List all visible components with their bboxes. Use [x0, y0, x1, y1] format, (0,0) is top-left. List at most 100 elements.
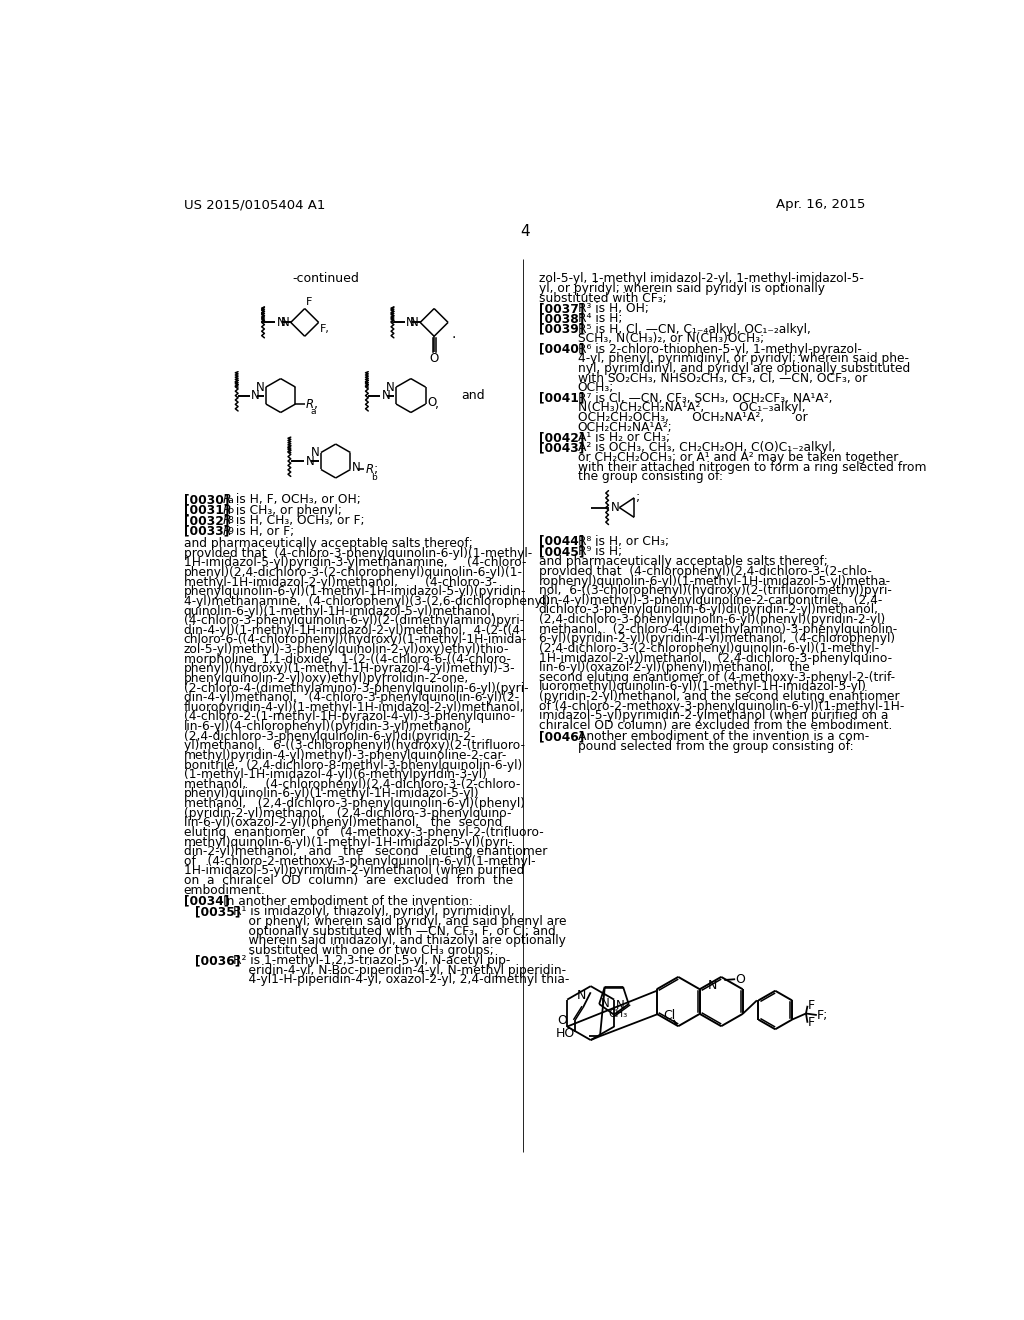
Text: [0043]: [0043] [539, 441, 584, 454]
Text: methanol,   (2-chloro-4-(dimethylamino)-3-phenylquinolin-: methanol, (2-chloro-4-(dimethylamino)-3-… [539, 623, 897, 636]
Text: (pyridin-2-yl)methanol,   (2,4-dichloro-3-phenylquino-: (pyridin-2-yl)methanol, (2,4-dichloro-3-… [183, 807, 511, 820]
Text: OCH₂CH₂NA¹A²;: OCH₂CH₂NA¹A²; [578, 421, 672, 433]
Text: wherein said imidazolyl, and thiazolyl are optionally: wherein said imidazolyl, and thiazolyl a… [233, 935, 566, 948]
Text: luoromethyl)quinolin-6-yl)(1-methyl-1H-imidazol-5-yl): luoromethyl)quinolin-6-yl)(1-methyl-1H-i… [539, 681, 866, 693]
Text: embodiment.: embodiment. [183, 884, 265, 896]
Text: 4-yl, phenyl, pyrimidinyl, or pyridyl; wherein said phe-: 4-yl, phenyl, pyrimidinyl, or pyridyl; w… [578, 352, 908, 366]
Text: 1H-imidazol-2-yl)methanol,   (2,4-dichloro-3-phenylquino-: 1H-imidazol-2-yl)methanol, (2,4-dichloro… [539, 652, 892, 664]
Text: (2,4-dichloro-3-phenylquinolin-6-yl)di(pyridin-2-: (2,4-dichloro-3-phenylquinolin-6-yl)di(p… [183, 730, 475, 743]
Text: N: N [352, 462, 360, 474]
Text: N: N [305, 454, 314, 467]
Text: [0030]: [0030] [183, 494, 229, 507]
Text: [0035]: [0035] [196, 906, 241, 919]
Text: R: R [222, 504, 231, 516]
Text: eluting  enantiomer   of   (4-methoxy-3-phenyl-2-(trifluoro-: eluting enantiomer of (4-methoxy-3-pheny… [183, 826, 544, 840]
Text: N: N [251, 389, 260, 403]
Text: dichloro-3-phenylquinolin-6-yl)di(pyridin-2-yl)methanol,: dichloro-3-phenylquinolin-6-yl)di(pyridi… [539, 603, 879, 616]
Text: Another embodiment of the invention is a com-: Another embodiment of the invention is a… [578, 730, 868, 743]
Text: phenylquinolin-6-yl)(1-methyl-1H-imidazol-5-yl)(pyridin-: phenylquinolin-6-yl)(1-methyl-1H-imidazo… [183, 585, 526, 598]
Text: zol-5-yl, 1-methyl imidazol-2-yl, 1-methyl-imidazol-5-: zol-5-yl, 1-methyl imidazol-2-yl, 1-meth… [539, 272, 863, 285]
Text: (2,4-dichloro-3-phenylquinolin-6-yl)(phenyl)(pyridin-2-yl): (2,4-dichloro-3-phenylquinolin-6-yl)(phe… [539, 612, 885, 626]
Text: and: and [461, 389, 485, 403]
Text: 4-yl)methanamine,  (4-chlorophenyl)(3-(2,6-dichlorophenyl): 4-yl)methanamine, (4-chlorophenyl)(3-(2,… [183, 595, 550, 609]
Text: A¹ is H₂ or CH₃;: A¹ is H₂ or CH₃; [578, 430, 670, 444]
Text: (2,4-dichloro-3-(2-chlorophenyl)quinolin-6-yl)(1-methyl-: (2,4-dichloro-3-(2-chlorophenyl)quinolin… [539, 642, 879, 655]
Text: with SO₂CH₃, NHSO₂CH₃, CF₃, Cl, —CN, OCF₃, or: with SO₂CH₃, NHSO₂CH₃, CF₃, Cl, —CN, OCF… [578, 372, 866, 384]
Text: F: F [808, 999, 815, 1012]
Text: or CH₂CH₂OCH₃; or A¹ and A² may be taken together: or CH₂CH₂OCH₃; or A¹ and A² may be taken… [578, 451, 898, 465]
Text: phenyl)quinolin-6-yl)(1-methyl-1H-imidazol-5-yl): phenyl)quinolin-6-yl)(1-methyl-1H-imidaz… [183, 788, 479, 800]
Text: R⁹ is H;: R⁹ is H; [578, 545, 622, 558]
Text: 4: 4 [520, 224, 529, 239]
Text: N: N [276, 315, 286, 329]
Text: N: N [381, 389, 390, 403]
Text: with their attached nitrogen to form a ring selected from: with their attached nitrogen to form a r… [578, 461, 926, 474]
Text: din-4-yl)methanol,   (4-chloro-3-phenylquinolin-6-yl)(2-: din-4-yl)methanol, (4-chloro-3-phenylqui… [183, 692, 519, 705]
Text: provided that  (4-chloro-3-phenylquinolin-6-yl)(1-methyl-: provided that (4-chloro-3-phenylquinolin… [183, 546, 532, 560]
Text: [0038]: [0038] [539, 313, 584, 326]
Text: on  a  chiralcel  OD  column)  are  excluded  from  the: on a chiralcel OD column) are excluded f… [183, 874, 513, 887]
Text: 4-yl1-H-piperidin-4-yl, oxazol-2-yl, 2,4-dimethyl thia-: 4-yl1-H-piperidin-4-yl, oxazol-2-yl, 2,4… [233, 973, 569, 986]
Text: F: F [808, 1016, 815, 1030]
Text: [0033]: [0033] [183, 524, 229, 537]
Text: R³ is H, OH;: R³ is H, OH; [578, 302, 648, 315]
Text: [0044]: [0044] [539, 535, 584, 548]
Text: is CH₃, or phenyl;: is CH₃, or phenyl; [231, 504, 342, 516]
Text: Cl: Cl [663, 1010, 675, 1022]
Text: lin-6-yl)(oxazol-2-yl)(phenyl)methanol,   the  second: lin-6-yl)(oxazol-2-yl)(phenyl)methanol, … [183, 816, 502, 829]
Text: R⁸ is H, or CH₃;: R⁸ is H, or CH₃; [578, 535, 669, 548]
Text: (2-chloro-4-(dimethylamino)-3-phenylquinolin-6-yl)(pyri-: (2-chloro-4-(dimethylamino)-3-phenylquin… [183, 681, 528, 694]
Text: yl, or pyridyl; wherein said pyridyl is optionally: yl, or pyridyl; wherein said pyridyl is … [539, 282, 824, 294]
Text: (4-chloro-2-(1-methyl-1H-pyrazol-4-yl)-3-phenylquino-: (4-chloro-2-(1-methyl-1H-pyrazol-4-yl)-3… [183, 710, 515, 723]
Text: N: N [601, 998, 609, 1011]
Text: (pyridin-2-yl)methanol, and the second eluting enantiomer: (pyridin-2-yl)methanol, and the second e… [539, 690, 899, 704]
Text: pound selected from the group consisting of:: pound selected from the group consisting… [578, 739, 853, 752]
Text: eridin-4-yl, N-Boc-piperidin-4-yl, N-methyl piperidin-: eridin-4-yl, N-Boc-piperidin-4-yl, N-met… [233, 964, 566, 977]
Text: R: R [366, 463, 374, 477]
Text: N: N [615, 998, 625, 1011]
Text: a: a [227, 496, 233, 504]
Text: N: N [256, 380, 264, 393]
Text: N: N [407, 315, 415, 329]
Text: OCH₃;: OCH₃; [578, 381, 613, 395]
Text: b: b [227, 506, 233, 515]
Text: O: O [427, 396, 436, 409]
Text: R² is 1-methyl-1,2,3-triazol-5-yl, N-acetyl pip-: R² is 1-methyl-1,2,3-triazol-5-yl, N-ace… [233, 954, 511, 968]
Text: is H, CH₃, OCH₃, or F;: is H, CH₃, OCH₃, or F; [231, 515, 365, 527]
Text: ,: , [435, 397, 439, 411]
Text: rophenyl)quinolin-6-yl)(1-methyl-1H-imidazol-5-yl)metha-: rophenyl)quinolin-6-yl)(1-methyl-1H-imid… [539, 574, 891, 587]
Text: F,: F, [321, 323, 330, 334]
Text: .: . [452, 327, 456, 341]
Text: and pharmaceutically acceptable salts thereof;: and pharmaceutically acceptable salts th… [183, 537, 472, 550]
Text: 9: 9 [227, 527, 233, 536]
Text: N: N [410, 315, 419, 329]
Text: methanol,   (2,4-dichloro-3-phenylquinolin-6-yl)(phenyl): methanol, (2,4-dichloro-3-phenylquinolin… [183, 797, 524, 810]
Text: ,: , [314, 397, 318, 411]
Text: chiralcel OD column) are excluded from the embodiment.: chiralcel OD column) are excluded from t… [539, 719, 892, 733]
Text: -continued: -continued [292, 272, 359, 285]
Text: In another embodiment of the invention:: In another embodiment of the invention: [222, 895, 472, 908]
Text: provided that  (4-chlorophenyl)(2,4-dichloro-3-(2-chlo-: provided that (4-chlorophenyl)(2,4-dichl… [539, 565, 871, 578]
Text: imidazol-5-yl)pyrimidin-2-ylmethanol (when purified on a: imidazol-5-yl)pyrimidin-2-ylmethanol (wh… [539, 709, 888, 722]
Text: F;: F; [817, 1008, 828, 1022]
Text: 1H-imidazol-5-yl)pyridin-3-ylmethanamine,     (4-chloro-: 1H-imidazol-5-yl)pyridin-3-ylmethanamine… [183, 557, 526, 569]
Text: Apr. 16, 2015: Apr. 16, 2015 [776, 198, 866, 211]
Text: [0041]: [0041] [539, 392, 584, 405]
Text: second eluting enantiomer of (4-methoxy-3-phenyl-2-(trif-: second eluting enantiomer of (4-methoxy-… [539, 671, 895, 684]
Text: din-2-yl)methanol,   and   the   second   eluting enantiomer: din-2-yl)methanol, and the second elutin… [183, 845, 547, 858]
Text: phenyl)(hydroxy)(1-methyl-1H-pyrazol-4-yl)methyl)-3-: phenyl)(hydroxy)(1-methyl-1H-pyrazol-4-y… [183, 663, 515, 676]
Text: R: R [222, 494, 231, 507]
Text: chloro-6-((4-chlorophenyl)(hydroxy)(1-methyl-1H-imida-: chloro-6-((4-chlorophenyl)(hydroxy)(1-me… [183, 634, 527, 647]
Text: optionally substituted with —CN, CF₃, F, or Cl; and: optionally substituted with —CN, CF₃, F,… [233, 924, 556, 937]
Text: N: N [281, 315, 289, 329]
Text: N: N [611, 502, 620, 513]
Text: methyl)quinolin-6-yl)(1-methyl-1H-imidazol-5-yl)(pyri-: methyl)quinolin-6-yl)(1-methyl-1H-imidaz… [183, 836, 514, 849]
Text: or phenyl; wherein said pyridyl, and said phenyl are: or phenyl; wherein said pyridyl, and sai… [233, 915, 567, 928]
Text: nol,  6-((3-chlorophenyl)(hydroxy)(2-(trifluoromethyl)pyri-: nol, 6-((3-chlorophenyl)(hydroxy)(2-(tri… [539, 585, 892, 597]
Text: R: R [305, 397, 313, 411]
Text: din-4-yl)methyl)-3-phenylquinoline-2-carbonitrile,   (2,4-: din-4-yl)methyl)-3-phenylquinoline-2-car… [539, 594, 882, 607]
Text: [0045]: [0045] [539, 545, 584, 558]
Text: lin-6-yl)(oxazol-2-yl)(phenyl)methanol,    the: lin-6-yl)(oxazol-2-yl)(phenyl)methanol, … [539, 661, 810, 675]
Text: R⁶ is 2-chloro-thiophen-5-yl, 1-methyl-pyrazol-: R⁶ is 2-chloro-thiophen-5-yl, 1-methyl-p… [578, 343, 861, 356]
Text: 6-yl)(pyridin-2-yl)(pyridin-4-yl)methanol,  (4-chlorophenyl): 6-yl)(pyridin-2-yl)(pyridin-4-yl)methano… [539, 632, 895, 645]
